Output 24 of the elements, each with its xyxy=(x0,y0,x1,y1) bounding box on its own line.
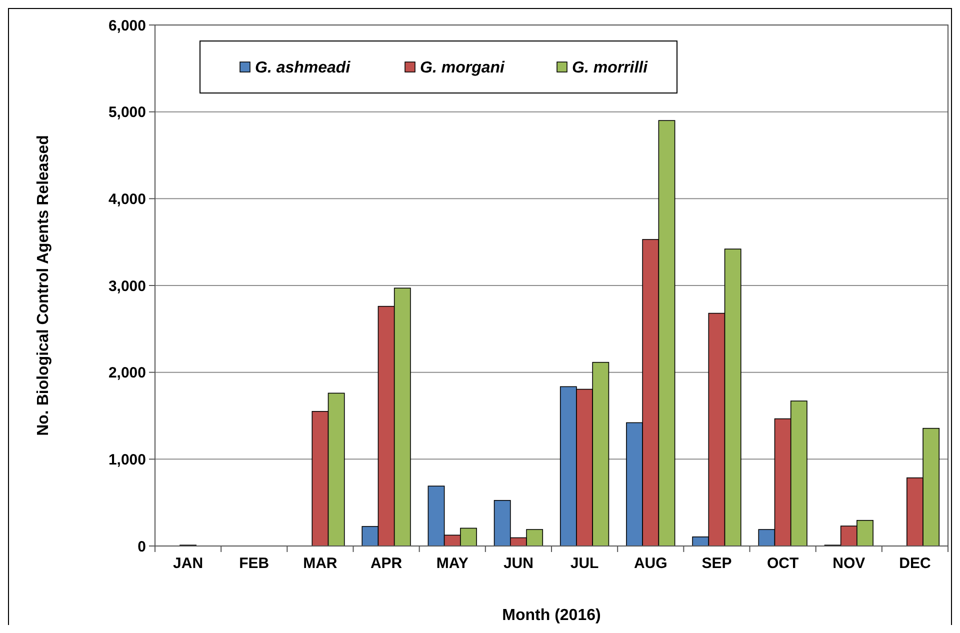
legend-label: G. morrilli xyxy=(572,60,648,77)
legend-label: G. ashmeadi xyxy=(255,60,351,77)
y-tick-label: 2,000 xyxy=(108,364,146,382)
x-tick-label: OCT xyxy=(766,555,799,572)
x-tick-label: APR xyxy=(370,555,402,572)
x-tick-label: AUG xyxy=(634,555,668,572)
x-tick-label: JUN xyxy=(503,555,534,572)
x-tick-label: DEC xyxy=(899,555,931,572)
y-tick-label: 5,000 xyxy=(108,104,146,122)
x-tick-label: NOV xyxy=(832,555,866,572)
x-tick-label: JUL xyxy=(570,555,599,572)
x-tick-label: FEB xyxy=(239,555,270,572)
y-tick-label: 3,000 xyxy=(108,278,146,295)
x-tick-label: MAR xyxy=(303,555,338,572)
y-tick-label: 4,000 xyxy=(108,190,146,208)
y-tick-label: 0 xyxy=(138,538,146,556)
y-tick-label: 1,000 xyxy=(108,451,146,468)
y-tick-label: 6,000 xyxy=(108,17,146,34)
legend-label: G. morgani xyxy=(420,60,506,77)
x-tick-label: MAY xyxy=(436,555,468,572)
x-axis-title: Month (2016) xyxy=(502,607,601,624)
x-tick-label: SEP xyxy=(702,555,732,572)
x-tick-label: JAN xyxy=(173,555,204,572)
y-axis-title: No. Biological Control Agents Released xyxy=(35,135,52,436)
